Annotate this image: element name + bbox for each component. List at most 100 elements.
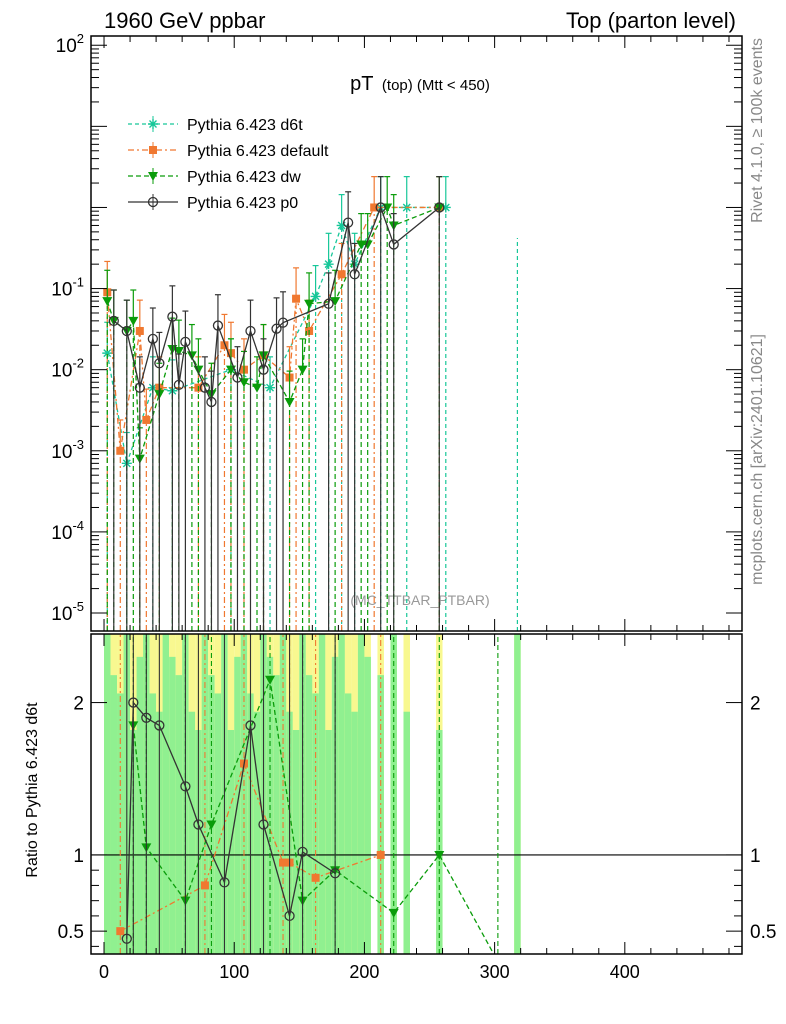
series-p0-point [245, 325, 256, 337]
legend-item-default: Pythia 6.423 default [128, 142, 329, 160]
legend-marker-dw [148, 172, 158, 181]
ratio-default-point [116, 927, 125, 936]
series-p0-point [388, 239, 399, 250]
ratio-band-green [377, 675, 384, 954]
series-dw-point [304, 299, 315, 309]
series-p0-point [121, 325, 132, 337]
y-tick-label: 10-1 [51, 275, 84, 301]
y-tick-label: 10NaN [37, 0, 84, 5]
series-default [103, 176, 444, 631]
ratio-p0-point [329, 868, 341, 879]
series-p0-point [434, 202, 445, 213]
series-default-point [292, 294, 301, 303]
series-p0-point [154, 358, 165, 369]
legend-label-d6t: Pythia 6.423 d6t [187, 117, 303, 134]
ratio-dw-point [388, 908, 399, 918]
series-d6t-point [323, 259, 334, 270]
series-dw-point [238, 378, 249, 388]
ratio-p0-point [128, 697, 139, 708]
legend-label-default: Pythia 6.423 default [187, 143, 329, 160]
series-d6t-point [102, 348, 113, 359]
series-d6t-point [440, 202, 451, 213]
ratio-y-tick-label-right: 1 [750, 846, 761, 867]
axes-layer: 010020030040010-510-410-310-210-110NaN10… [37, 0, 777, 982]
ratio-y-label: Ratio to Pythia 6.423 d6t [24, 702, 41, 878]
y-tick-label: 10-5 [51, 599, 84, 625]
series-dw-point [362, 240, 373, 250]
ratio-band-green [253, 711, 261, 954]
series-p0-point [173, 379, 185, 391]
chart-title: pT (top) (Mtt < 450) [350, 73, 490, 95]
series-p0 [108, 176, 445, 631]
legend-label-dw: Pythia 6.423 dw [187, 169, 301, 186]
series-p0-point [167, 311, 178, 322]
series-p0-point [342, 217, 354, 228]
ratio-p0-point [245, 720, 256, 731]
ratio-y-tick-label: 2 [73, 694, 84, 715]
series-dw-point [128, 316, 139, 326]
series-default-point [135, 326, 144, 335]
series-p0-point [375, 202, 386, 213]
ratio-p0-point [284, 910, 295, 922]
ratio-y-tick-label: 1 [73, 846, 84, 867]
series-p0-point [147, 333, 158, 344]
ratio-dw-point [434, 850, 445, 860]
x-tick-label: 0 [99, 962, 109, 982]
legend-item-d6t: Pythia 6.423 d6t [128, 116, 303, 134]
series-default-point [337, 270, 346, 279]
ratio-band-green [273, 675, 280, 954]
ratio-p0-point [193, 819, 204, 830]
chart-title-sub: (top) (Mtt < 450) [382, 77, 490, 94]
rivet-label: Rivet 4.1.0, ≥ 100k events [749, 38, 766, 223]
ratio-p0-point [141, 712, 152, 723]
ratio-p0-point [180, 781, 191, 792]
series-dw-point [284, 397, 295, 407]
ratio-dw-point [265, 675, 276, 685]
series-p0-point [199, 382, 211, 393]
ratio-p0-point [297, 846, 308, 858]
x-tick-label: 300 [480, 962, 510, 982]
ratio-p0-point [121, 933, 132, 944]
ratio-band-green [403, 711, 410, 954]
ratio-band-green [318, 634, 326, 954]
y-tick-label: 102 [56, 31, 84, 57]
ratio-series-layer [91, 634, 742, 954]
ratio-default-point [279, 858, 288, 867]
series-default-point [142, 415, 151, 424]
series-dw-point [297, 365, 308, 375]
ratio-dw-point [206, 820, 217, 830]
series-default-point [116, 446, 125, 455]
x-tick-label: 100 [219, 962, 249, 982]
ratio-band-green [214, 693, 222, 954]
ratio-y-tick-label-right: 0.5 [750, 922, 776, 943]
ratio-band-green [149, 693, 157, 954]
series-d6t-point [265, 382, 276, 393]
legend-item-dw: Pythia 6.423 dw [128, 168, 301, 186]
legend-item-p0: Pythia 6.423 p0 [128, 194, 298, 212]
series-default-point [220, 341, 229, 350]
series-p0-line [113, 205, 440, 405]
ratio-band-green [351, 711, 358, 954]
ratio-band-green [169, 656, 176, 954]
ratio-band-green [136, 656, 144, 954]
ratio-p0-point [154, 720, 165, 731]
series-p0-point [258, 364, 269, 375]
legend: Pythia 6.423 d6t Pythia 6.423 default Pyth… [128, 116, 329, 212]
ratio-default-point [311, 873, 320, 882]
ratio-band-green [514, 634, 521, 954]
header-right: Top (parton level) [566, 8, 736, 33]
series-d6t-point [336, 220, 347, 231]
series-dw-point [102, 297, 113, 307]
ratio-p0-line [126, 700, 336, 939]
series-p0-point [349, 269, 360, 280]
legend-marker-p0 [147, 196, 159, 208]
ratio-default-point [200, 881, 209, 890]
ratio-band-green [292, 730, 300, 954]
series-p0-point [206, 396, 217, 408]
series-dw-point [173, 346, 184, 356]
ratio-band-green [175, 675, 183, 954]
ratio-dw-line [132, 677, 495, 954]
ratio-band-green [325, 730, 332, 954]
ratio-band-green [344, 693, 352, 954]
